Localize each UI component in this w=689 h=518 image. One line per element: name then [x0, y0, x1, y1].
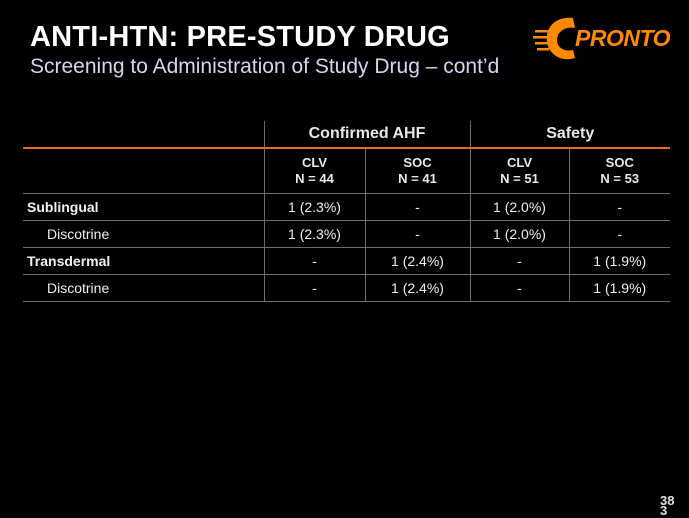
empty-header-cell: [23, 121, 264, 148]
table-row: Discotrine - 1 (2.4%) - 1 (1.9%): [23, 274, 670, 302]
table-cell: -: [364, 193, 470, 221]
row-label: Transdermal: [23, 247, 264, 275]
column-header-row: CLV N = 44 SOC N = 41 CLV N = 51 SOC N = 53: [23, 148, 670, 194]
row-label: Discotrine: [23, 220, 264, 248]
table-cell: 1 (2.4%): [364, 247, 470, 275]
table-row: Transdermal - 1 (2.4%) - 1 (1.9%): [23, 247, 670, 275]
pre-study-drug-table: Confirmed AHF Safety CLV N = 44 SOC N = 41…: [23, 121, 670, 302]
empty-header-cell: [23, 148, 264, 194]
row-label: Sublingual: [23, 193, 264, 221]
table-cell: 1 (2.0%): [469, 193, 569, 221]
table-cell: 1 (1.9%): [568, 274, 670, 302]
table-row: Sublingual 1 (2.3%) - 1 (2.0%) -: [23, 193, 670, 221]
column-header: CLV N = 44: [263, 148, 365, 194]
page-number: 38 3: [660, 493, 675, 518]
table-cell: -: [469, 274, 569, 302]
group-header-row: Confirmed AHF Safety: [23, 121, 670, 148]
pronto-logo: PRONTO: [533, 10, 673, 70]
table-cell: -: [364, 220, 470, 248]
table-cell: 1 (2.3%): [263, 220, 365, 248]
table-cell: 1 (2.3%): [263, 193, 365, 221]
table-cell: 1 (2.4%): [364, 274, 470, 302]
table-cell: -: [469, 247, 569, 275]
table-row: Discotrine 1 (2.3%) - 1 (2.0%) -: [23, 220, 670, 248]
column-header: SOC N = 53: [568, 148, 670, 194]
table-cell: 1 (2.0%): [469, 220, 569, 248]
slide-subtitle: Screening to Administration of Study Dru…: [30, 55, 500, 78]
column-header: CLV N = 51: [469, 148, 569, 194]
group-header-confirmed-ahf: Confirmed AHF: [263, 121, 470, 148]
table-cell: 1 (1.9%): [568, 247, 670, 275]
column-header: SOC N = 41: [364, 148, 470, 194]
table-cell: -: [568, 220, 670, 248]
pronto-c-logo-icon: [533, 17, 575, 60]
logo-text: PRONTO: [575, 25, 670, 51]
table-cell: -: [263, 274, 365, 302]
slide-title: ANTI-HTN: PRE-STUDY DRUG: [30, 21, 450, 53]
table-cell: -: [568, 193, 670, 221]
group-header-safety: Safety: [469, 121, 670, 148]
table-cell: -: [263, 247, 365, 275]
row-label: Discotrine: [23, 274, 264, 302]
